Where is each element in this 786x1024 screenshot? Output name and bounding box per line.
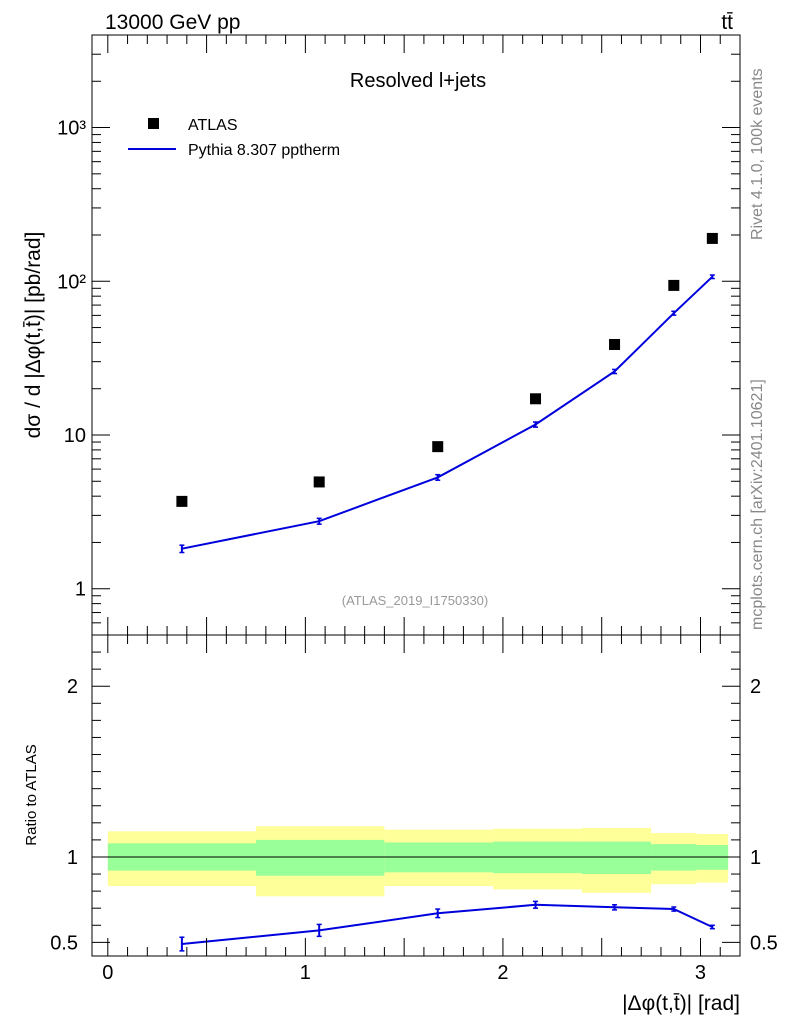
mcplots-label: mcplots.cern.ch [arXiv:2401.10621] [749,379,766,630]
ratio-y-tick-label-left: 0.5 [50,932,78,954]
data-point [668,279,680,291]
data-point [530,393,542,405]
main-plot-title: Resolved l+jets [350,70,486,92]
ratio-y-tick-label-right: 0.5 [750,932,778,954]
x-axis-label: |Δφ(t,t̄)| [rad] [622,992,740,1015]
main-panel: 1 10 10² 10³ Resolved l+jets (ATLAS_2019_I1… [22,34,741,636]
stat-uncertainty-band [255,839,385,876]
ratio-plot-content [92,826,740,952]
x-tick-label: 0 [102,962,113,984]
data-point [176,495,188,507]
main-y-axis-label: dσ / d |Δφ(t,t̄)| [pb/rad] [22,232,45,439]
legend-data-label: ATLAS [188,117,238,134]
main-y-tick-label: 10³ [57,118,86,140]
x-tick-label: 3 [695,962,706,984]
mc-series-line [181,276,713,550]
ratio-y-tick-label-right: 1 [750,847,761,869]
x-tick-label: 2 [497,962,508,984]
x-tick-label: 1 [300,962,311,984]
data-point [313,476,325,488]
ratio-y-tick-label-left: 1 [67,847,78,869]
ratio-y-axis-label: Ratio to ATLAS [23,744,40,845]
legend: ATLAS Pythia 8.307 pptherm [128,117,340,159]
ratio-series-line [181,903,713,945]
ratio-y-tick-label-right: 2 [750,676,761,698]
ratio-axis-ticks: 0 1 2 3 0.5 0.5 1 1 2 2 [50,635,778,984]
analysis-watermark: (ATLAS_2019_I1750330) [342,593,488,608]
ratio-y-tick-label-left: 2 [67,676,78,698]
header-process-label: tt̄ [721,11,733,34]
data-point [432,441,444,453]
main-y-tick-label: 10 [64,425,86,447]
stat-uncertainty-band [581,841,652,875]
ratio-panel: 0 1 2 3 0.5 0.5 1 1 2 2 Ratio to ATLAS |Δφ(t,t̄)|… [23,634,778,1015]
legend-data-marker [148,118,159,129]
header-energy-label: 13000 GeV pp [105,11,240,34]
main-plot-content [176,232,718,554]
main-y-tick-label: 10² [57,271,86,293]
rivet-version-label: Rivet 4.1.0, 100k events [749,68,766,240]
legend-mc-label: Pythia 8.307 pptherm [188,142,340,159]
ratio-plot-frame [91,634,741,957]
main-axis-ticks: 1 10 10² 10³ [57,34,741,636]
data-point [609,338,621,350]
main-y-tick-label: 1 [75,579,86,601]
data-point [706,232,718,244]
